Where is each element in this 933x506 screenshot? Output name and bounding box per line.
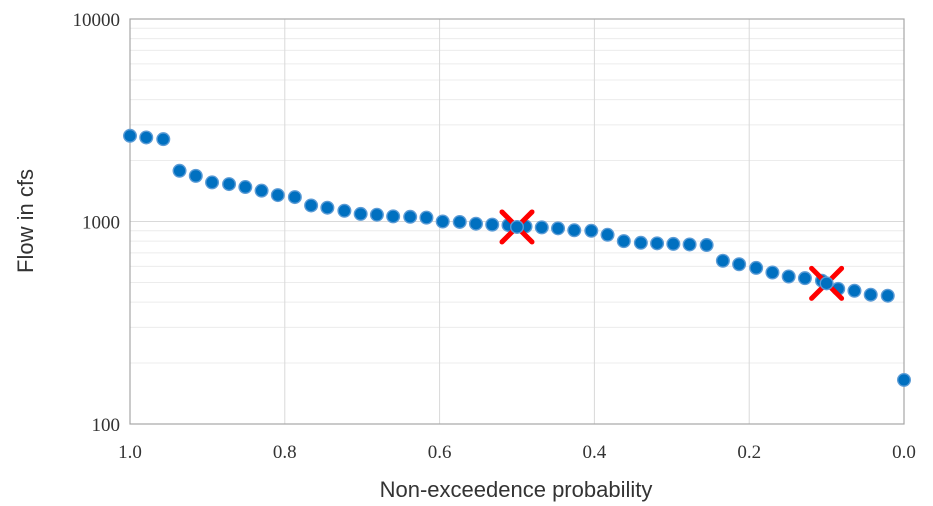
y-tick-label: 1000 <box>82 213 120 234</box>
data-point <box>715 253 730 268</box>
data-point <box>819 276 834 291</box>
data-point <box>732 257 747 272</box>
x-marker <box>499 209 535 245</box>
x-tick-label: 1.0 <box>118 442 142 463</box>
x-axis-title: Non-exceedence probability <box>380 477 653 502</box>
data-point <box>567 223 582 238</box>
data-point <box>386 209 401 224</box>
data-point <box>320 200 335 215</box>
data-point <box>847 283 862 298</box>
data-point <box>172 163 187 178</box>
data-point <box>205 175 220 190</box>
data-point <box>633 235 648 250</box>
data-point <box>222 177 237 192</box>
data-point <box>468 216 483 231</box>
x-tick-label: 0.6 <box>428 442 452 463</box>
data-point <box>600 227 615 242</box>
minor-gridlines <box>130 27 904 364</box>
y-tick-label: 100 <box>92 415 121 436</box>
data-point <box>551 221 566 236</box>
data-point <box>188 168 203 183</box>
x-tick-label: 0.8 <box>273 442 297 463</box>
data-point <box>534 220 549 235</box>
x-tick-label: 0.4 <box>583 442 607 463</box>
data-point <box>452 214 467 229</box>
data-point <box>584 223 599 238</box>
data-point <box>287 190 302 205</box>
data-point <box>797 271 812 286</box>
data-point <box>485 217 500 232</box>
x-marker <box>809 265 845 301</box>
data-point <box>880 288 895 303</box>
data-point <box>270 188 285 203</box>
data-point <box>337 203 352 218</box>
y-axis-title: Flow in cfs <box>13 169 38 273</box>
data-point <box>682 237 697 252</box>
y-tick-label: 10000 <box>73 10 121 31</box>
data-point <box>139 130 154 145</box>
x-tick-label: 0.2 <box>737 442 761 463</box>
data-point <box>122 128 137 143</box>
data-point <box>781 269 796 284</box>
data-point <box>616 234 631 249</box>
data-points <box>122 128 912 387</box>
data-point <box>304 198 319 213</box>
data-point <box>749 260 764 275</box>
plot-area-frame <box>129 18 905 425</box>
data-point <box>254 183 269 198</box>
x-markers <box>499 209 845 301</box>
data-point <box>156 132 171 147</box>
x-tick-label: 0.0 <box>892 442 916 463</box>
data-point <box>650 236 665 251</box>
y-tick-labels: 100 1000 10000 <box>73 10 121 436</box>
data-point <box>403 209 418 224</box>
data-point <box>369 207 384 222</box>
data-point <box>863 287 878 302</box>
data-point <box>897 372 912 387</box>
data-point <box>238 180 253 195</box>
data-point <box>510 219 525 234</box>
x-tick-labels: 1.0 0.8 0.6 0.4 0.2 0.0 <box>118 442 916 463</box>
data-point <box>699 238 714 253</box>
data-point <box>419 210 434 225</box>
data-point <box>435 214 450 229</box>
data-point <box>666 236 681 251</box>
data-point <box>765 265 780 280</box>
data-point <box>353 206 368 221</box>
